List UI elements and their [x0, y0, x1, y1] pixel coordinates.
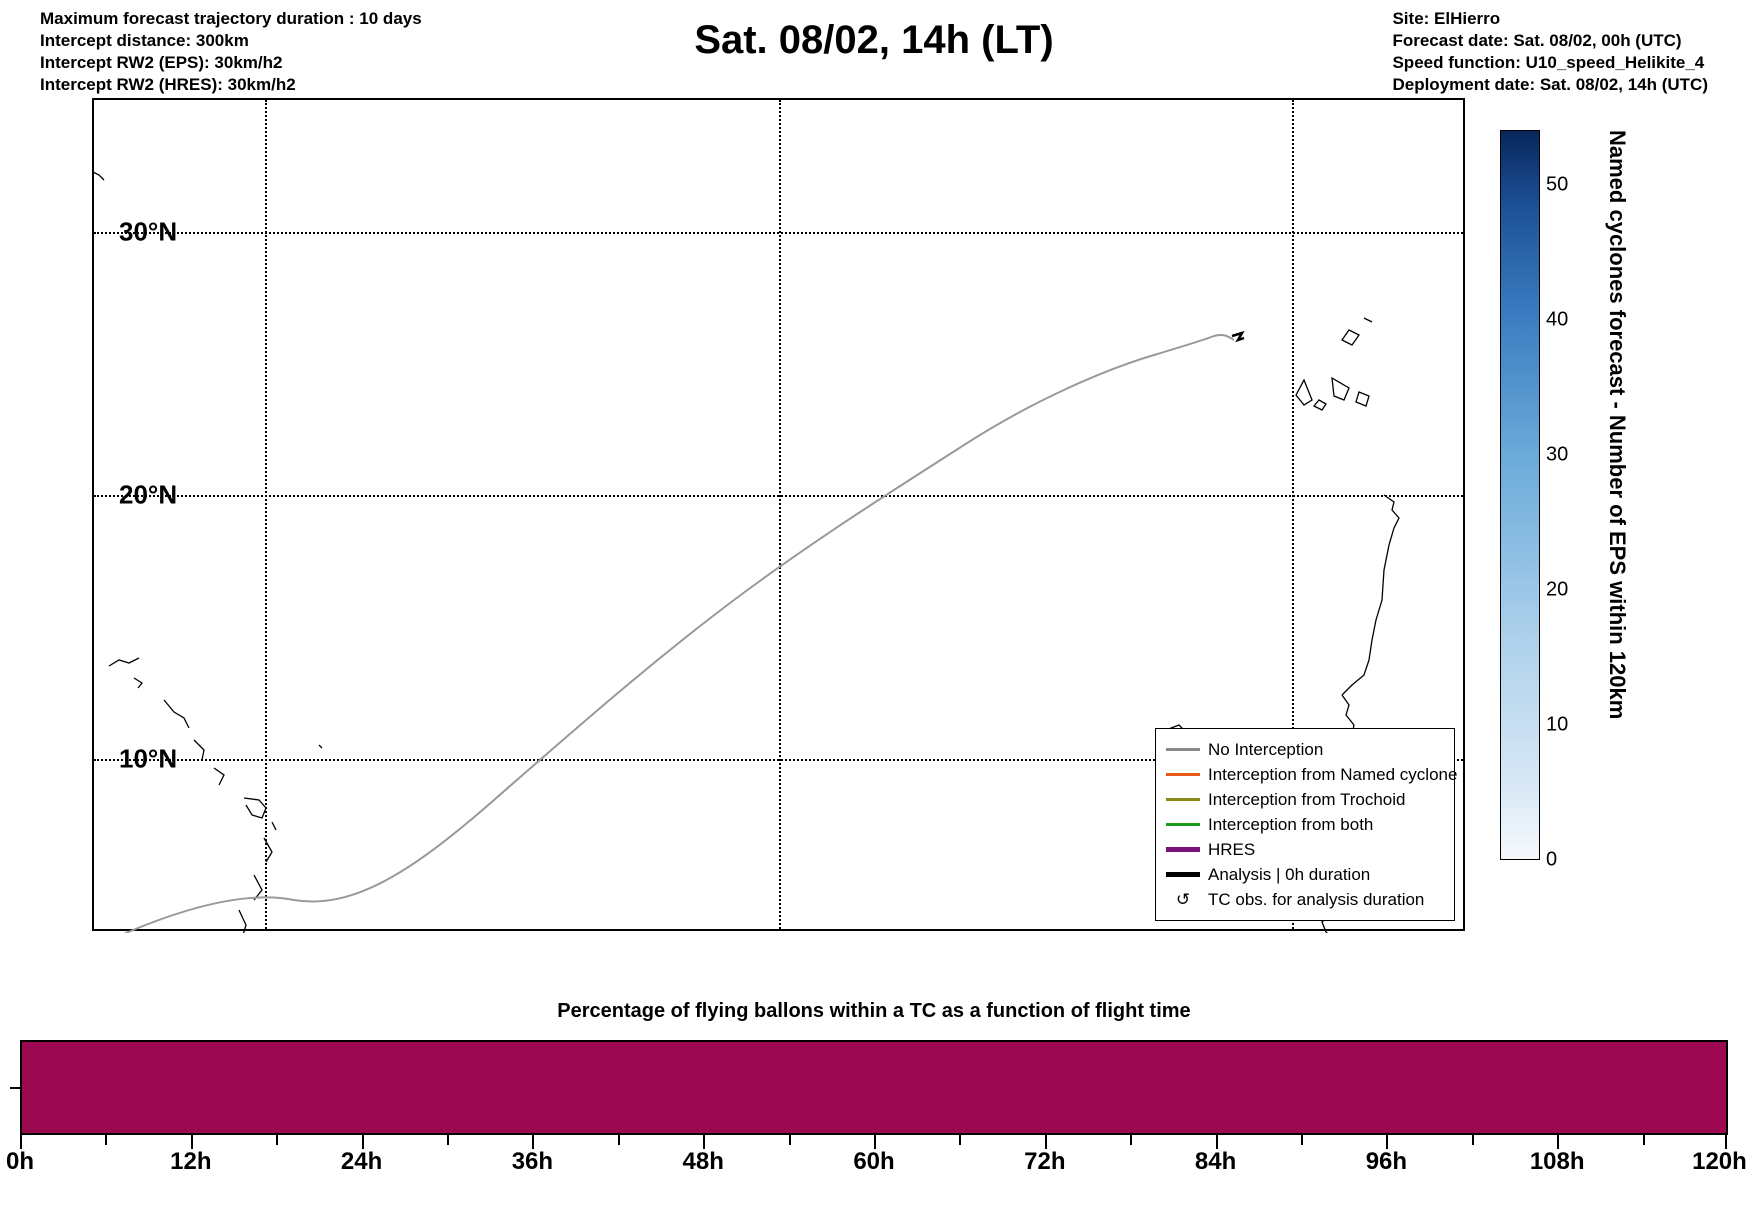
flight-time-bar[interactable]	[20, 1040, 1728, 1135]
pct-label-60h: 60h	[853, 1148, 894, 1176]
pct-tick-minor-10	[1643, 1135, 1645, 1145]
pct-tick-0h	[20, 1135, 22, 1149]
pct-label-48h: 48h	[683, 1148, 724, 1176]
pct-tick-minor-5	[789, 1135, 791, 1145]
forecast-map-root: { "header": { "left_lines": [ "Maximum f…	[0, 0, 1748, 1213]
pct-label-96h: 96h	[1366, 1148, 1407, 1176]
pct-label-72h: 72h	[1024, 1148, 1065, 1176]
lat-tick-20n: 20°N	[119, 480, 177, 511]
pct-tick-minor-3	[447, 1135, 449, 1145]
pct-tick-minor-7	[1130, 1135, 1132, 1145]
pct-tick-60h	[874, 1135, 876, 1149]
pct-tick-minor-8	[1301, 1135, 1303, 1145]
legend-row-4: HRES	[1166, 837, 1444, 862]
colorbar-tick-50: 50	[1540, 173, 1568, 196]
legend-row-0: No Interception	[1166, 737, 1444, 762]
pct-label-12h: 12h	[170, 1148, 211, 1176]
pct-label-24h: 24h	[341, 1148, 382, 1176]
lat-tick-30n: 30°N	[119, 216, 177, 247]
colorbar-tick-30: 30	[1540, 443, 1568, 466]
colorbar-tick-40: 40	[1540, 308, 1568, 331]
pct-tick-minor-1	[105, 1135, 107, 1145]
no-interception-trajectory-line[interactable]	[99, 335, 1234, 933]
flight-time-bar-panel[interactable]: 0h 12h 24h 36h 48h 60h 72h 84h 96h 108h …	[20, 1040, 1728, 1135]
map-legend[interactable]: No Interception Interception from Named …	[1155, 728, 1455, 921]
page-title: Sat. 08/02, 14h (LT)	[0, 18, 1748, 63]
pct-tick-36h	[532, 1135, 534, 1149]
pct-tick-108h	[1557, 1135, 1559, 1149]
legend-row-6: ↺ TC obs. for analysis duration	[1166, 887, 1444, 912]
pct-tick-minor-9	[1472, 1135, 1474, 1145]
legend-row-2: Interception from Trochoid	[1166, 787, 1444, 812]
pct-tick-96h	[1386, 1135, 1388, 1149]
pct-tick-12h	[191, 1135, 193, 1149]
pct-tick-minor-6	[959, 1135, 961, 1145]
pct-tick-120h	[1725, 1135, 1727, 1149]
pct-label-120h: 120h	[1692, 1148, 1747, 1176]
colorbar-tick-20: 20	[1540, 578, 1568, 601]
pct-label-108h: 108h	[1530, 1148, 1585, 1176]
pct-tick-minor-2	[276, 1135, 278, 1145]
pct-tick-72h	[1045, 1135, 1047, 1149]
eps-colorbar[interactable]	[1500, 130, 1540, 860]
tc-obs-icon: ↺	[1166, 890, 1200, 910]
pct-left-tick	[10, 1087, 20, 1089]
colorbar-title: Named cyclones forecast - Number of EPS …	[1600, 130, 1630, 860]
colorbar-container[interactable]: 0 10 20 30 40 50	[1500, 130, 1540, 860]
colorbar-tick-0: 0	[1540, 849, 1557, 872]
forecast-map-panel[interactable]: 60°W 40°W 20°W 30°N 20°N 10°N No Interce…	[92, 98, 1465, 931]
legend-row-5: Analysis | 0h duration	[1166, 862, 1444, 887]
bottom-chart-title: Percentage of flying ballons within a TC…	[0, 1000, 1748, 1023]
legend-row-3: Interception from both	[1166, 812, 1444, 837]
pct-tick-minor-4	[618, 1135, 620, 1145]
colorbar-tick-10: 10	[1540, 713, 1568, 736]
pct-label-84h: 84h	[1195, 1148, 1236, 1176]
pct-tick-84h	[1216, 1135, 1218, 1149]
header-right-line-3: Deployment date: Sat. 08/02, 14h (UTC)	[1392, 74, 1708, 96]
header-left-line-3: Intercept RW2 (HRES): 30km/h2	[40, 74, 422, 96]
pct-tick-48h	[703, 1135, 705, 1149]
pct-label-0h: 0h	[6, 1148, 34, 1176]
legend-row-1: Interception from Named cyclone	[1166, 762, 1444, 787]
lat-tick-10n: 10°N	[119, 744, 177, 775]
pct-label-36h: 36h	[512, 1148, 553, 1176]
pct-tick-24h	[362, 1135, 364, 1149]
